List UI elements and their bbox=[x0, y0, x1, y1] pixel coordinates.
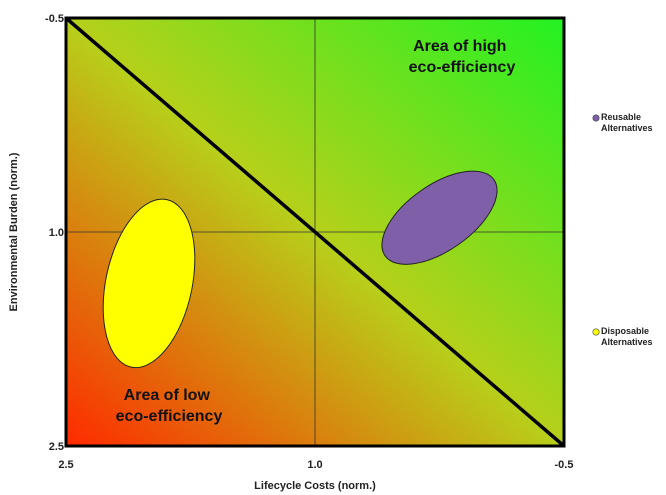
legend-disposable-line-1: Disposable bbox=[601, 326, 649, 336]
legend-label-reusable: Reusable Alternatives bbox=[601, 112, 653, 133]
area-low-label: Area of low eco-efficiency bbox=[116, 387, 223, 425]
y-tick-label: -0.5 bbox=[45, 13, 64, 25]
y-axis-label: Environmental Burden (norm.) bbox=[8, 152, 20, 311]
reusable-alternatives-region bbox=[381, 170, 498, 265]
legend-reusable-line-1: Reusable bbox=[601, 112, 641, 122]
area-low-line-2: eco-efficiency bbox=[116, 408, 223, 425]
plot-border bbox=[64, 16, 566, 448]
y-tick-label: 2.5 bbox=[49, 441, 64, 453]
legend-label-disposable: Disposable Alternatives bbox=[601, 326, 653, 347]
legend-disposable-line-2: Alternatives bbox=[601, 337, 653, 347]
area-low-line-1: Area of low bbox=[124, 387, 211, 404]
area-high-line-2: eco-efficiency bbox=[409, 59, 516, 76]
legend: Reusable Alternatives Disposable Alterna… bbox=[592, 112, 653, 347]
x-tick-label: 2.5 bbox=[58, 459, 73, 471]
disposable-alternatives-region bbox=[102, 198, 196, 369]
legend-marker-reusable bbox=[592, 114, 600, 122]
legend-reusable-line-2: Alternatives bbox=[601, 123, 653, 133]
area-high-label: Area of high eco-efficiency bbox=[409, 38, 516, 76]
x-axis-label: Lifecycle Costs (norm.) bbox=[254, 480, 376, 492]
eco-efficiency-diagonal bbox=[64, 16, 566, 448]
x-tick-label: 1.0 bbox=[307, 459, 322, 471]
y-tick-label: 1.0 bbox=[49, 227, 64, 239]
area-high-line-1: Area of high bbox=[413, 38, 506, 55]
legend-marker-disposable bbox=[592, 328, 600, 336]
x-tick-label: -0.5 bbox=[555, 459, 574, 471]
